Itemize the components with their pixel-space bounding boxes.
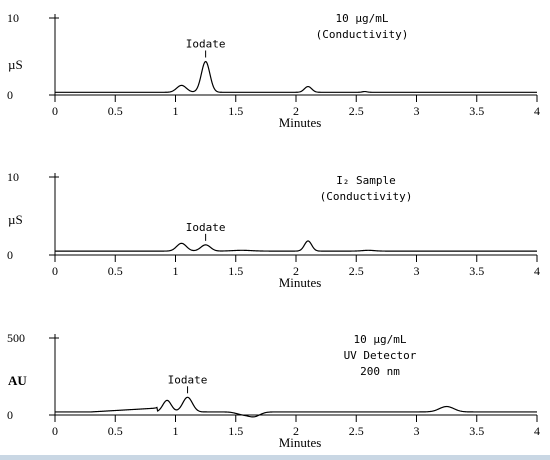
x-tick-label: 4 xyxy=(534,264,540,278)
y-axis-label: µS xyxy=(8,57,23,72)
chart-panel-1: 0 0.5 1 1.5 2 2.5 3 3.5 4 0 10 µS Minutes 10 µg/mL (Co… xyxy=(7,11,540,130)
x-tick-label: 0 xyxy=(52,264,58,278)
x-tick-label: 4 xyxy=(534,104,540,118)
x-tick-label: 1.5 xyxy=(228,104,243,118)
x-tick-label: 1 xyxy=(173,264,179,278)
x-axis-label: Minutes xyxy=(279,435,322,450)
x-tick-label: 1 xyxy=(173,424,179,438)
chromatogram-trace xyxy=(55,60,537,93)
x-tick-label: 3.5 xyxy=(469,264,484,278)
x-tick-label: 1.5 xyxy=(228,264,243,278)
y-axis-label: µS xyxy=(8,212,23,227)
legend-line-1: 10 µg/mL xyxy=(354,333,407,346)
legend-line-3: 200 nm xyxy=(360,365,400,378)
x-tick-label: 1.5 xyxy=(228,424,243,438)
x-tick-label: 4 xyxy=(534,424,540,438)
chart-panel-3: 0 0.5 1 1.5 2 2.5 3 3.5 4 0 500 AU Minutes 10 µg/mL UV… xyxy=(7,331,540,450)
y-axis-label: AU xyxy=(8,373,27,388)
x-tick-label: 2 xyxy=(293,104,299,118)
x-tick-label: 2 xyxy=(293,264,299,278)
x-tick-label: 1 xyxy=(173,104,179,118)
legend-line-1: I₂ Sample xyxy=(336,174,396,187)
window-bottom-bar xyxy=(0,455,550,460)
x-tick-label: 0 xyxy=(52,104,58,118)
x-tick-label: 3 xyxy=(414,264,420,278)
x-tick-label: 0.5 xyxy=(108,424,123,438)
chromatogram-trace xyxy=(55,396,537,418)
y-tick-label: 10 xyxy=(7,11,19,25)
x-tick-label: 0.5 xyxy=(108,264,123,278)
x-tick-label: 2.5 xyxy=(349,104,364,118)
x-tick-label: 3 xyxy=(414,104,420,118)
y-tick-label: 500 xyxy=(7,331,25,345)
x-tick-label: 2.5 xyxy=(349,264,364,278)
peak-annotation-iodate: Iodate xyxy=(168,373,208,386)
x-tick-label: 0 xyxy=(52,424,58,438)
x-tick-label: 3.5 xyxy=(469,104,484,118)
peak-annotation-iodate: Iodate xyxy=(186,38,226,51)
x-tick-label: 0.5 xyxy=(108,104,123,118)
legend-line-2: UV Detector xyxy=(344,349,417,362)
chromatogram-trace xyxy=(55,240,537,252)
legend-line-2: (Conductivity) xyxy=(316,28,409,41)
x-tick-label: 3 xyxy=(414,424,420,438)
x-tick-label: 3.5 xyxy=(469,424,484,438)
y-tick-label: 10 xyxy=(7,170,19,184)
chart-panel-2: 0 0.5 1 1.5 2 2.5 3 3.5 4 0 10 µS Minutes I₂ Sample (C… xyxy=(7,170,540,290)
x-axis-label: Minutes xyxy=(279,275,322,290)
y-tick-label: 0 xyxy=(7,88,13,102)
x-tick-label: 2.5 xyxy=(349,424,364,438)
x-axis-label: Minutes xyxy=(279,115,322,130)
x-tick-label: 2 xyxy=(293,424,299,438)
legend-line-1: 10 µg/mL xyxy=(336,12,389,25)
legend-line-2: (Conductivity) xyxy=(320,190,413,203)
y-tick-label: 0 xyxy=(7,408,13,422)
y-tick-label: 0 xyxy=(7,248,13,262)
peak-annotation-iodate: Iodate xyxy=(186,221,226,234)
